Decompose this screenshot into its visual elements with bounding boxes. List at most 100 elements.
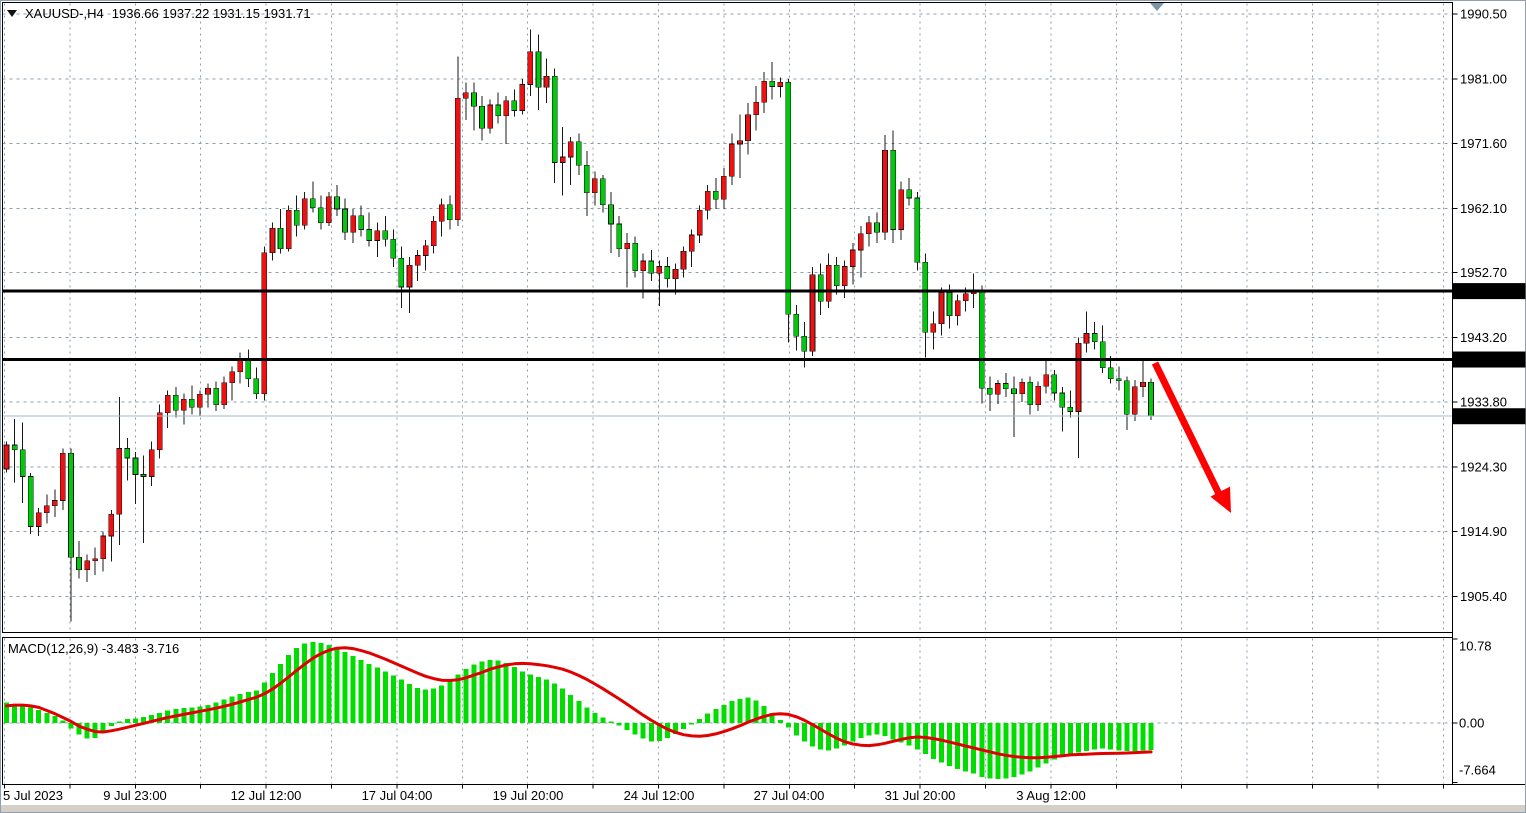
macd-histogram-bar xyxy=(84,723,90,739)
time-axis[interactable]: 5 Jul 2023 9 Jul 23:00 12 Jul 12:00 17 Jul … xyxy=(3,784,1444,804)
macd-histogram-bar xyxy=(1003,723,1009,779)
macd-histogram-bar xyxy=(592,712,598,723)
macd-histogram-bar xyxy=(1027,723,1033,772)
macd-histogram-bar xyxy=(672,723,678,734)
time-axis-label: 31 Jul 20:00 xyxy=(885,788,956,803)
macd-histogram-bar xyxy=(882,723,888,737)
candle-bullish xyxy=(261,252,268,395)
macd-histogram-bar xyxy=(269,673,275,723)
macd-histogram-bar xyxy=(116,721,122,723)
macd-histogram-bar xyxy=(568,694,574,723)
candle-bullish xyxy=(100,535,107,559)
candle-bullish xyxy=(1019,381,1025,395)
price-badge-label: 1940.00 xyxy=(1460,352,1507,367)
price-badge xyxy=(1453,408,1526,425)
candle-bullish xyxy=(92,558,98,561)
macd-histogram-bar xyxy=(697,719,703,723)
candle-bullish xyxy=(164,394,171,414)
macd-histogram-bar xyxy=(1067,723,1073,755)
macd-histogram-bar xyxy=(44,712,50,723)
candle-bullish xyxy=(1083,333,1090,344)
candle-bullish xyxy=(688,234,695,252)
chart-shift-marker-icon[interactable] xyxy=(1150,3,1164,11)
price-axis-label: 1933.80 xyxy=(1460,394,1507,409)
macd-histogram-bar xyxy=(455,674,461,723)
symbol-dropdown-icon[interactable] xyxy=(7,10,17,17)
macd-histogram-bar xyxy=(382,671,388,723)
price-badge xyxy=(1453,283,1526,300)
time-axis-label: 17 Jul 04:00 xyxy=(362,788,433,803)
candle-bearish xyxy=(632,242,638,271)
macd-histogram-bar xyxy=(721,705,727,723)
macd-histogram-bar xyxy=(648,723,654,742)
macd-histogram-bar xyxy=(535,677,541,723)
trend-arrow-head[interactable] xyxy=(1210,486,1231,513)
macd-histogram-bar xyxy=(318,642,324,723)
macd-axis[interactable]: 10.78 0.00 -7.664 xyxy=(1452,639,1496,784)
candle-bullish xyxy=(543,75,550,88)
candle-bearish xyxy=(801,335,808,352)
candle-bullish xyxy=(527,51,534,85)
trend-arrow-shaft[interactable] xyxy=(1151,361,1223,496)
candle-bullish xyxy=(737,140,743,145)
macd-histogram-bar xyxy=(1011,723,1017,777)
macd-histogram-bar xyxy=(52,715,58,723)
candle-bearish xyxy=(76,556,82,570)
candle-bearish xyxy=(511,100,518,111)
macd-histogram-bar xyxy=(842,723,848,746)
macd-histogram-bar xyxy=(197,706,203,723)
candle-bullish xyxy=(229,371,235,384)
price-axis-label: 1943.20 xyxy=(1460,330,1507,345)
trend-arrow[interactable] xyxy=(1151,361,1231,513)
symbol-period-label: XAUUSD-,H4 xyxy=(25,6,104,21)
time-axis-label: 9 Jul 23:00 xyxy=(103,788,167,803)
candle-bearish xyxy=(11,444,18,451)
macd-histogram-bar xyxy=(20,705,26,723)
macd-histogram-bar xyxy=(713,708,719,723)
time-axis-label: 5 Jul 2023 xyxy=(3,788,63,803)
candle-bullish xyxy=(148,449,155,477)
macd-axis-label: -7.664 xyxy=(1459,763,1496,778)
macd-histogram-bar xyxy=(777,719,783,723)
candle-bullish xyxy=(116,448,123,515)
candle-bearish xyxy=(245,360,252,379)
candle-bullish xyxy=(156,412,163,451)
candle-bullish xyxy=(205,387,211,395)
candle-bearish xyxy=(398,257,405,288)
candle-bearish xyxy=(874,222,880,233)
price-axis-label: 1924.30 xyxy=(1460,459,1507,474)
macd-histogram-bar xyxy=(149,715,155,723)
candle-bearish xyxy=(189,398,195,408)
macd-histogram-bar xyxy=(157,712,163,723)
candle-bullish xyxy=(898,189,904,230)
macd-histogram-bar xyxy=(350,656,356,723)
macd-histogram-bar xyxy=(584,707,590,723)
candle-bearish xyxy=(608,204,614,225)
macd-histogram-bar xyxy=(310,641,316,723)
macd-indicator xyxy=(4,641,1154,780)
candle-bearish xyxy=(495,104,501,117)
time-axis-label: 19 Jul 20:00 xyxy=(493,788,564,803)
macd-histogram-bar xyxy=(374,667,380,723)
price-axis[interactable]: 1990.50 1981.00 1971.60 1962.10 1952.70 1943.… xyxy=(1452,7,1526,604)
candle-bearish xyxy=(535,51,542,88)
macd-histogram-bar xyxy=(544,679,550,723)
macd-signal-line xyxy=(5,646,1153,760)
candle-bullish xyxy=(559,156,566,163)
macd-histogram-bar xyxy=(463,669,469,723)
candle-bearish xyxy=(890,149,896,230)
candle-bearish xyxy=(390,238,397,259)
candle-bullish xyxy=(35,512,42,527)
macd-histogram-bar xyxy=(487,659,493,723)
macd-histogram-bar xyxy=(519,671,525,723)
candle-bullish xyxy=(455,97,461,221)
macd-histogram-bar xyxy=(229,696,235,723)
candle-bullish xyxy=(640,260,647,271)
candle-bullish xyxy=(1132,386,1138,415)
candle-bullish xyxy=(866,222,872,234)
candle-bearish xyxy=(648,260,655,274)
macd-histogram-bar xyxy=(689,723,695,725)
macd-histogram-bar xyxy=(1100,723,1106,749)
